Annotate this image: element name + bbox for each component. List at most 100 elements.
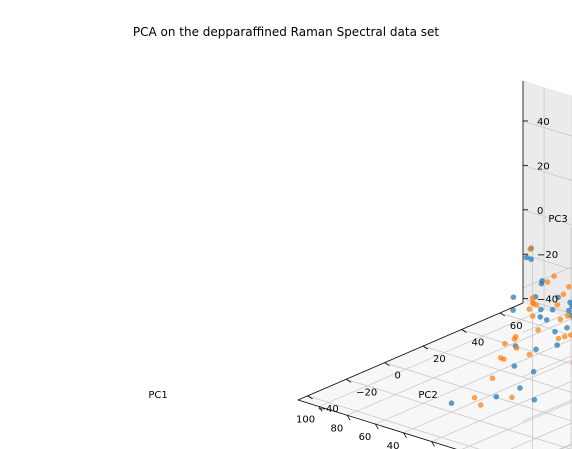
point-orange [513,345,520,351]
point-orange [535,327,541,333]
point-blue [555,294,561,301]
point-orange [489,375,496,382]
point-blue [549,306,556,313]
pc1-axis-line [297,399,457,449]
point-orange [526,306,533,312]
pc3-tick-label: 20 [537,161,550,172]
point-blue [531,397,538,403]
pc1-tick [346,415,351,421]
grid-line-pc2 [499,312,572,336]
point-blue [554,342,560,348]
grid-line-pc2 [461,329,572,365]
point-blue [511,363,518,369]
pc2-tick-label: −40 [318,404,339,415]
point-blue [448,400,455,407]
point-orange [501,356,507,363]
pc1-tick [318,406,323,412]
pc2-tick [384,362,390,367]
point-orange [530,313,536,320]
pc2-tick-label: 0 [395,371,401,382]
pc2-tick-label: 60 [510,321,523,332]
point-orange [526,351,533,358]
scatter-points [448,245,572,408]
grid-line-pc2 [307,395,480,449]
pc3-tick-label: −20 [537,250,558,261]
point-orange [564,313,571,319]
point-orange [502,340,508,347]
point-orange [566,284,572,290]
axis-panes [297,80,572,449]
grid-line-pc3 [522,164,572,182]
point-orange [561,333,568,340]
pc1-tick [375,423,379,430]
point-orange [554,302,561,308]
y-axis-label: PC2 [418,390,437,401]
point-orange [509,394,515,401]
point-blue [523,254,530,261]
point-blue [543,317,550,323]
pc2-tick-label: 20 [433,354,446,365]
grid-line-pc2 [422,345,572,393]
point-blue [493,393,500,400]
point-orange [530,299,536,306]
point-blue [528,256,534,263]
pc2-tick [461,329,467,333]
pc2-axis-line [297,302,524,401]
point-orange [471,394,478,401]
grid-line-pc3 [522,355,572,378]
chart-title: PCA on the depparaffined Raman Spectral … [133,25,440,39]
pc2-tick-label: 40 [472,338,485,349]
point-blue [510,307,516,313]
pc2-tick [345,378,352,383]
pc1-tick [403,432,407,439]
axis-ticks: −40−20020406080100−40−200204060−40−20020… [296,81,558,449]
pc2-tick-label: −20 [356,387,377,398]
pc1-tick-label: 40 [387,441,400,449]
point-orange [560,291,567,298]
point-orange [529,295,536,301]
point-orange [527,246,533,252]
point-blue [517,385,523,391]
grid-line-pc1 [403,359,572,434]
point-blue [552,328,558,335]
grid-line-pc3 [522,120,572,137]
pc3-tick-label: 0 [537,206,543,217]
grid-line-pc3 [522,310,572,333]
point-blue [538,306,544,313]
point-orange [551,273,557,280]
point-blue [569,303,572,310]
pc2-tick [422,345,429,350]
z-axis-label: PC3 [548,214,567,225]
grid-line-pc1 [510,422,572,449]
grid-lines [307,87,572,449]
pc2-tick [499,312,506,317]
pc1-tick-label: 100 [296,415,315,426]
point-orange [477,402,484,408]
grid-line-pc1 [461,401,572,449]
pc1-tick-label: 80 [330,423,343,434]
point-orange [568,332,572,338]
pc3-tick-label: 40 [537,117,550,128]
pc2-tick [307,395,313,400]
point-blue [537,314,543,320]
point-orange [557,316,564,323]
grid-line-pc1 [347,317,572,416]
grid-line-pc1 [375,338,572,425]
point-blue [566,307,572,314]
point-orange [544,279,551,285]
point-blue [510,294,517,301]
grid-line-pc1 [431,380,572,442]
pc1-tick-label: 60 [359,432,372,443]
x-axis-label: PC1 [148,390,167,401]
grid-line-pc3 [522,209,572,226]
pc3-tick-label: −40 [537,295,558,306]
grid-line-pc3 [522,399,572,422]
point-orange [555,335,562,342]
point-blue [538,280,545,287]
pc1-tick [431,441,435,447]
point-blue [530,368,537,375]
point-orange [512,334,519,340]
grid-line-pc3 [522,253,572,270]
grid-line-pc2 [345,378,572,449]
